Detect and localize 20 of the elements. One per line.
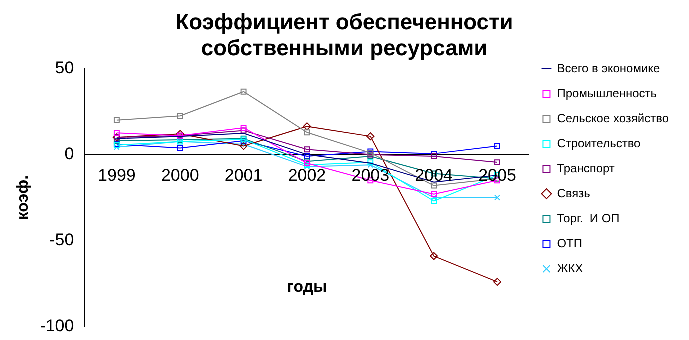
y-tick-label: 50 xyxy=(55,58,74,78)
y-axis-title: коэф. xyxy=(15,175,32,220)
x-tick-label: 2000 xyxy=(161,166,200,185)
legend-label: Торг. И ОП xyxy=(557,211,620,226)
y-tick-label: -50 xyxy=(50,230,74,250)
legend-label: ОТП xyxy=(557,236,583,250)
legend-label: Связь xyxy=(557,186,590,200)
legend-label: Сельское хозяйство xyxy=(557,111,670,126)
legend-label: Всего в экономике xyxy=(557,61,661,76)
legend-label: Транспорт xyxy=(557,161,616,176)
legend-label: Промышленность xyxy=(557,86,658,100)
x-axis-title: годы xyxy=(287,278,328,296)
chart-title: Коэффициент обеспеченности собственными ресурсами xyxy=(176,9,514,61)
y-tick-label: 0 xyxy=(64,144,74,164)
legend-label: Строительство xyxy=(557,136,642,150)
y-tick-label: -100 xyxy=(40,316,74,336)
x-tick-label: 1999 xyxy=(98,166,136,185)
legend-label: ЖКХ xyxy=(557,261,584,276)
x-tick-label: 2002 xyxy=(288,166,326,185)
x-tick-label: 2001 xyxy=(224,166,263,185)
